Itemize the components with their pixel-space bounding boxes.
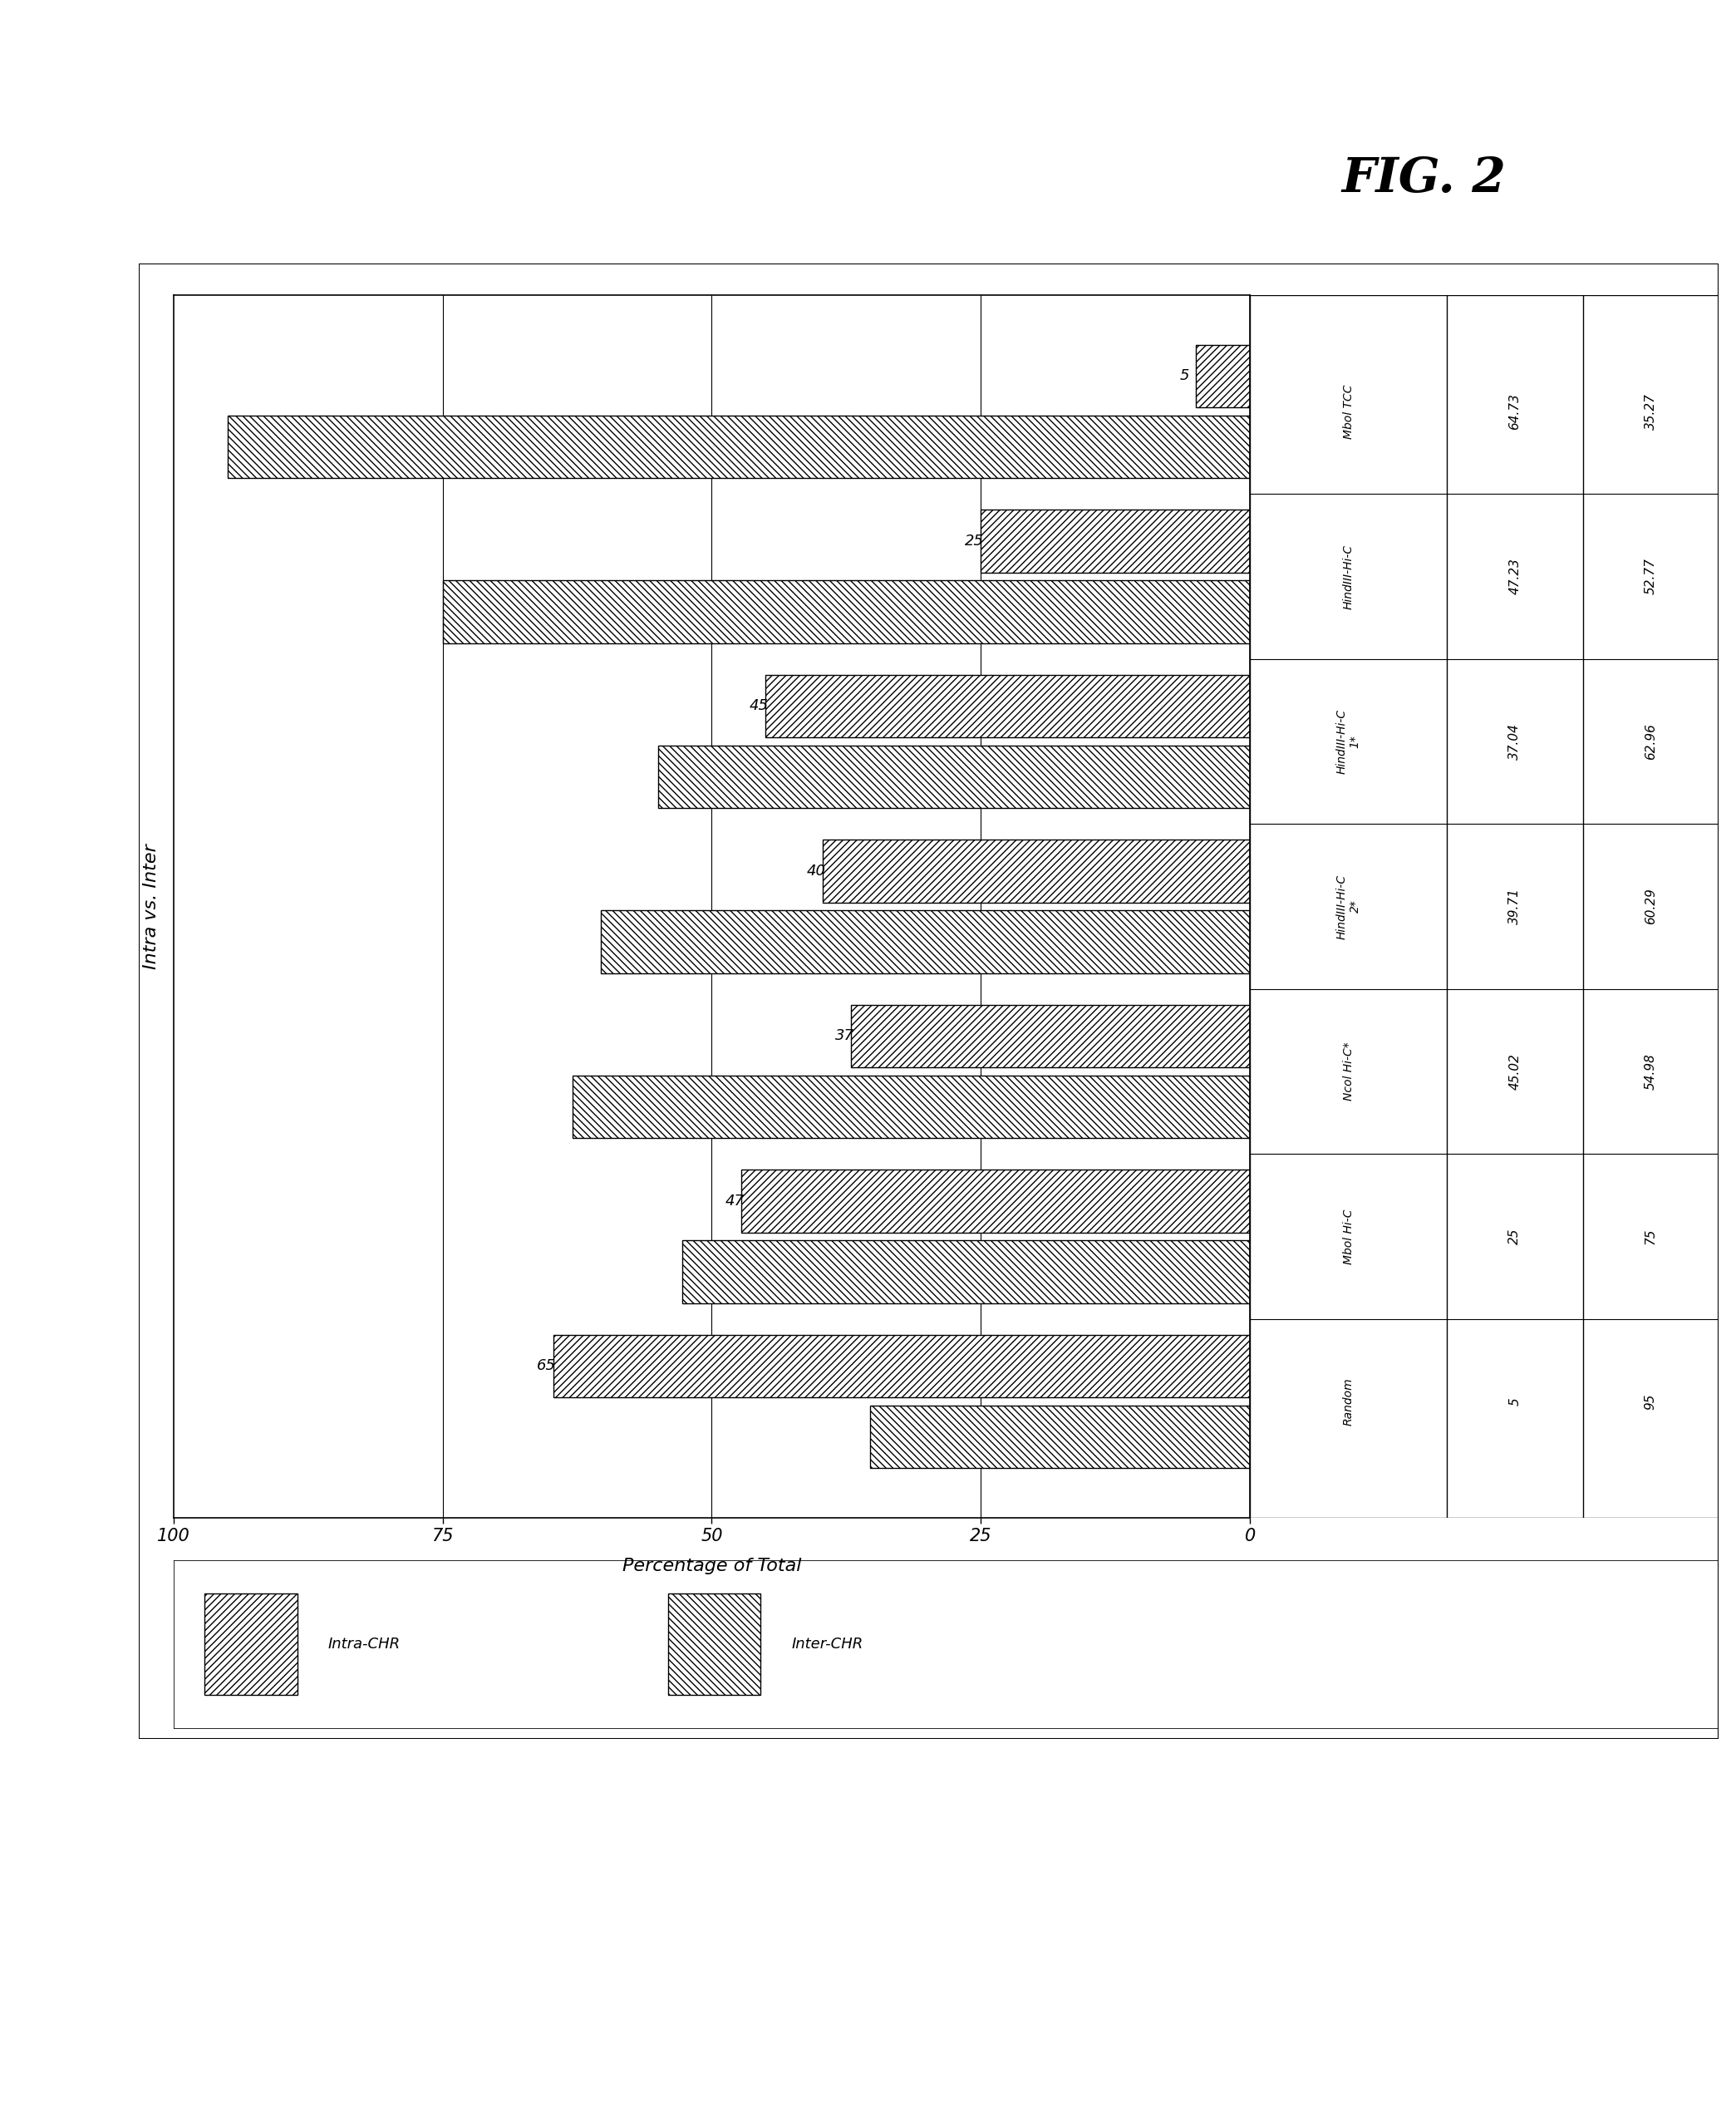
Bar <box>601 911 1250 974</box>
Bar <box>682 1242 1250 1303</box>
X-axis label: Percentage of Total: Percentage of Total <box>621 1558 802 1575</box>
Bar <box>573 1075 1250 1138</box>
Text: 45: 45 <box>750 698 769 713</box>
Bar <box>443 580 1250 643</box>
Bar <box>851 1006 1250 1067</box>
Text: 65: 65 <box>536 1358 556 1374</box>
Text: 45.02: 45.02 <box>1509 1054 1521 1090</box>
Text: 37.04: 37.04 <box>1509 723 1521 759</box>
Text: 64.73: 64.73 <box>1509 394 1521 430</box>
Bar <box>658 746 1250 807</box>
Bar <box>1196 344 1250 407</box>
Text: 62.96: 62.96 <box>1644 723 1656 759</box>
Y-axis label: Intra vs. Inter: Intra vs. Inter <box>142 843 160 970</box>
Text: HindIII-Hi-C
1*: HindIII-Hi-C 1* <box>1335 708 1361 774</box>
Text: 60.29: 60.29 <box>1644 887 1656 925</box>
Bar <box>554 1334 1250 1398</box>
Text: 47.23: 47.23 <box>1509 559 1521 594</box>
Text: FIG. 2: FIG. 2 <box>1342 156 1505 202</box>
Text: Inter-CHR: Inter-CHR <box>792 1636 863 1653</box>
Text: 52.77: 52.77 <box>1644 559 1656 594</box>
Text: 5: 5 <box>1509 1398 1521 1406</box>
Text: 25: 25 <box>1509 1229 1521 1244</box>
Text: 54.98: 54.98 <box>1644 1054 1656 1090</box>
Text: 75: 75 <box>1644 1229 1656 1244</box>
Bar <box>823 839 1250 902</box>
Text: Intra-CHR: Intra-CHR <box>328 1636 401 1653</box>
Text: HindIII-Hi-C
2*: HindIII-Hi-C 2* <box>1335 875 1361 938</box>
Text: Random: Random <box>1342 1377 1354 1425</box>
Text: 39.71: 39.71 <box>1509 887 1521 925</box>
Text: 5: 5 <box>1180 369 1189 384</box>
FancyBboxPatch shape <box>205 1594 297 1695</box>
Text: 37: 37 <box>835 1029 854 1043</box>
Bar <box>227 415 1250 479</box>
Bar <box>766 675 1250 738</box>
FancyBboxPatch shape <box>668 1594 760 1695</box>
Text: 40: 40 <box>806 864 826 879</box>
Bar <box>870 1406 1250 1469</box>
Text: 95: 95 <box>1644 1393 1656 1410</box>
Bar <box>741 1170 1250 1233</box>
Text: Mbol Hi-C: Mbol Hi-C <box>1342 1208 1354 1265</box>
Text: 25: 25 <box>965 533 984 548</box>
Bar <box>981 510 1250 571</box>
Text: Ncol Hi-C*: Ncol Hi-C* <box>1342 1041 1354 1100</box>
Text: 47: 47 <box>726 1193 745 1208</box>
Text: HindIII-Hi-C: HindIII-Hi-C <box>1342 544 1354 609</box>
Text: Mbol TCC: Mbol TCC <box>1342 384 1354 438</box>
Text: 35.27: 35.27 <box>1644 394 1656 430</box>
